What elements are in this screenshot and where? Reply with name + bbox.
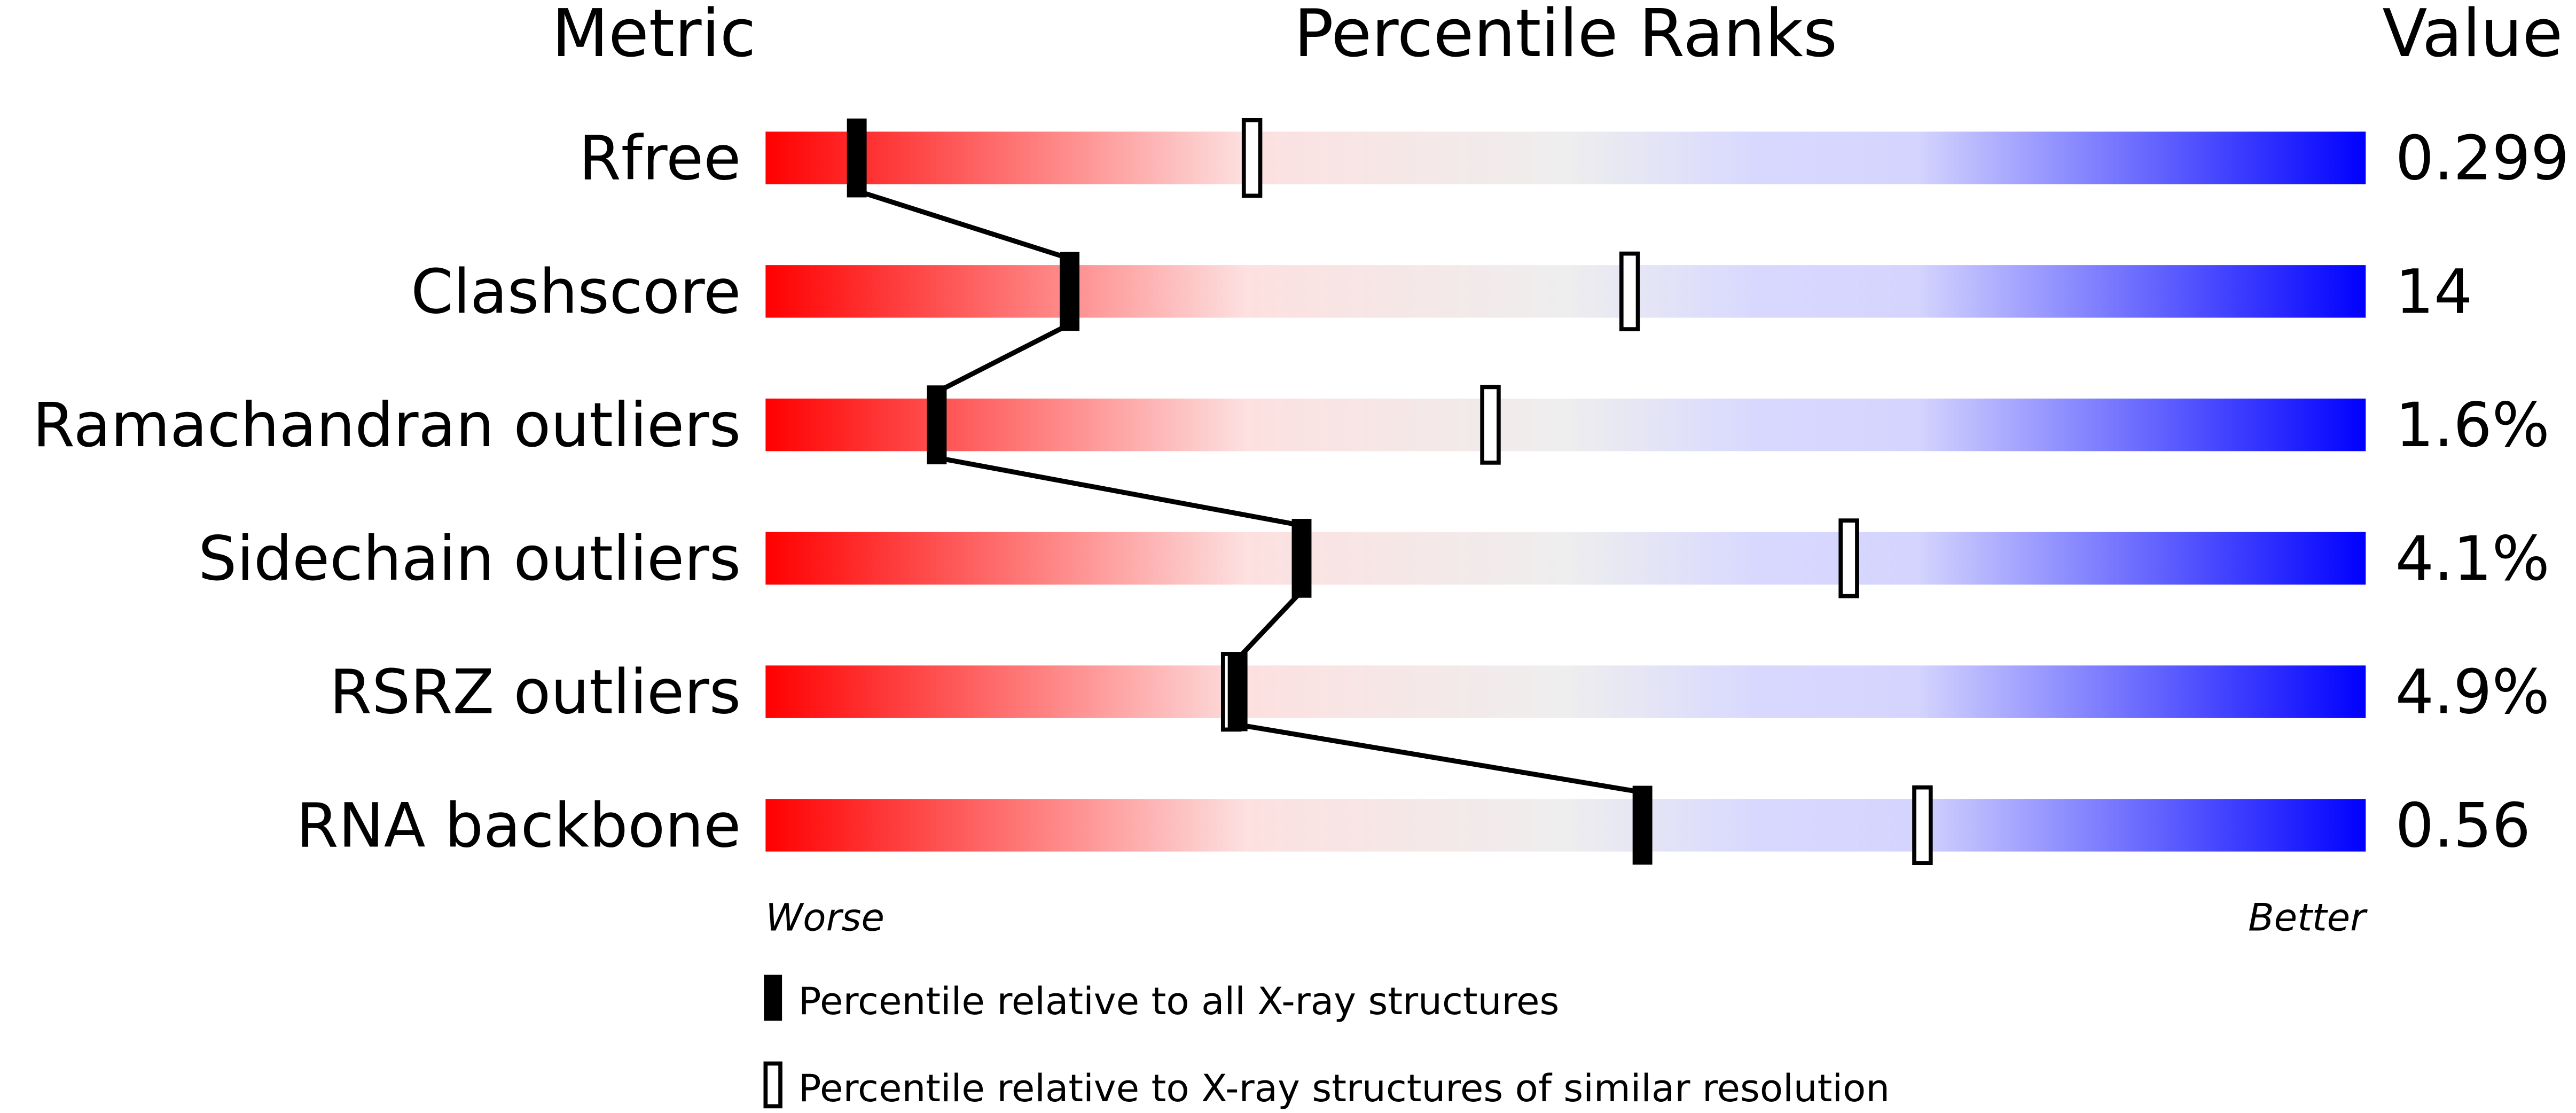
header-metric: Metric [552,0,756,72]
percentile-bar [765,799,2366,852]
percentile-bar [765,532,2366,585]
metric-value: 14 [2395,256,2473,327]
metric-value: 4.9% [2395,657,2550,728]
legend-filled-marker-icon [764,975,782,1021]
percentile-bar [765,265,2366,318]
metric-label: RNA backbone [296,790,741,861]
percentile-bar [765,398,2366,452]
metric-value: 1.6% [2395,390,2550,461]
metric-label: Sidechain outliers [198,523,741,594]
all-xray-marker [927,385,947,464]
legend-open-marker-icon [763,1061,782,1109]
similar-resolution-marker [1241,118,1263,198]
axis-label-better: Better [2248,895,2368,939]
similar-resolution-marker [1912,785,1933,865]
connector-line [856,188,1070,261]
similar-resolution-marker [1619,251,1640,331]
percentile-bar [765,665,2366,718]
metric-label: RSRZ outliers [330,657,741,728]
metric-value: 0.56 [2395,790,2531,861]
connector-line [936,455,1302,528]
all-xray-marker [1632,785,1653,865]
legend-label-similar-resolution: Percentile relative to X-ray structures … [798,1066,1890,1110]
metric-value: 4.1% [2395,523,2550,594]
all-xray-marker [1060,252,1080,331]
metric-label: Rfree [579,123,741,194]
header-value: Value [2382,0,2563,72]
connector-line [1235,589,1304,661]
connector-line [1237,722,1643,795]
connector-line [935,322,1071,394]
metric-value: 0.299 [2395,123,2570,194]
percentile-bar [765,131,2366,184]
similar-resolution-marker [1838,518,1859,598]
similar-resolution-marker [1480,385,1501,465]
axis-label-worse: Worse [765,895,884,939]
all-xray-marker [1291,519,1312,598]
legend-label-all-xray: Percentile relative to all X-ray structu… [798,979,1559,1023]
metric-label: Ramachandran outliers [33,390,741,461]
all-xray-marker [1227,652,1248,731]
all-xray-marker [847,118,867,198]
header-percentile-ranks: Percentile Ranks [1294,0,1837,72]
metric-label: Clashscore [411,256,741,327]
